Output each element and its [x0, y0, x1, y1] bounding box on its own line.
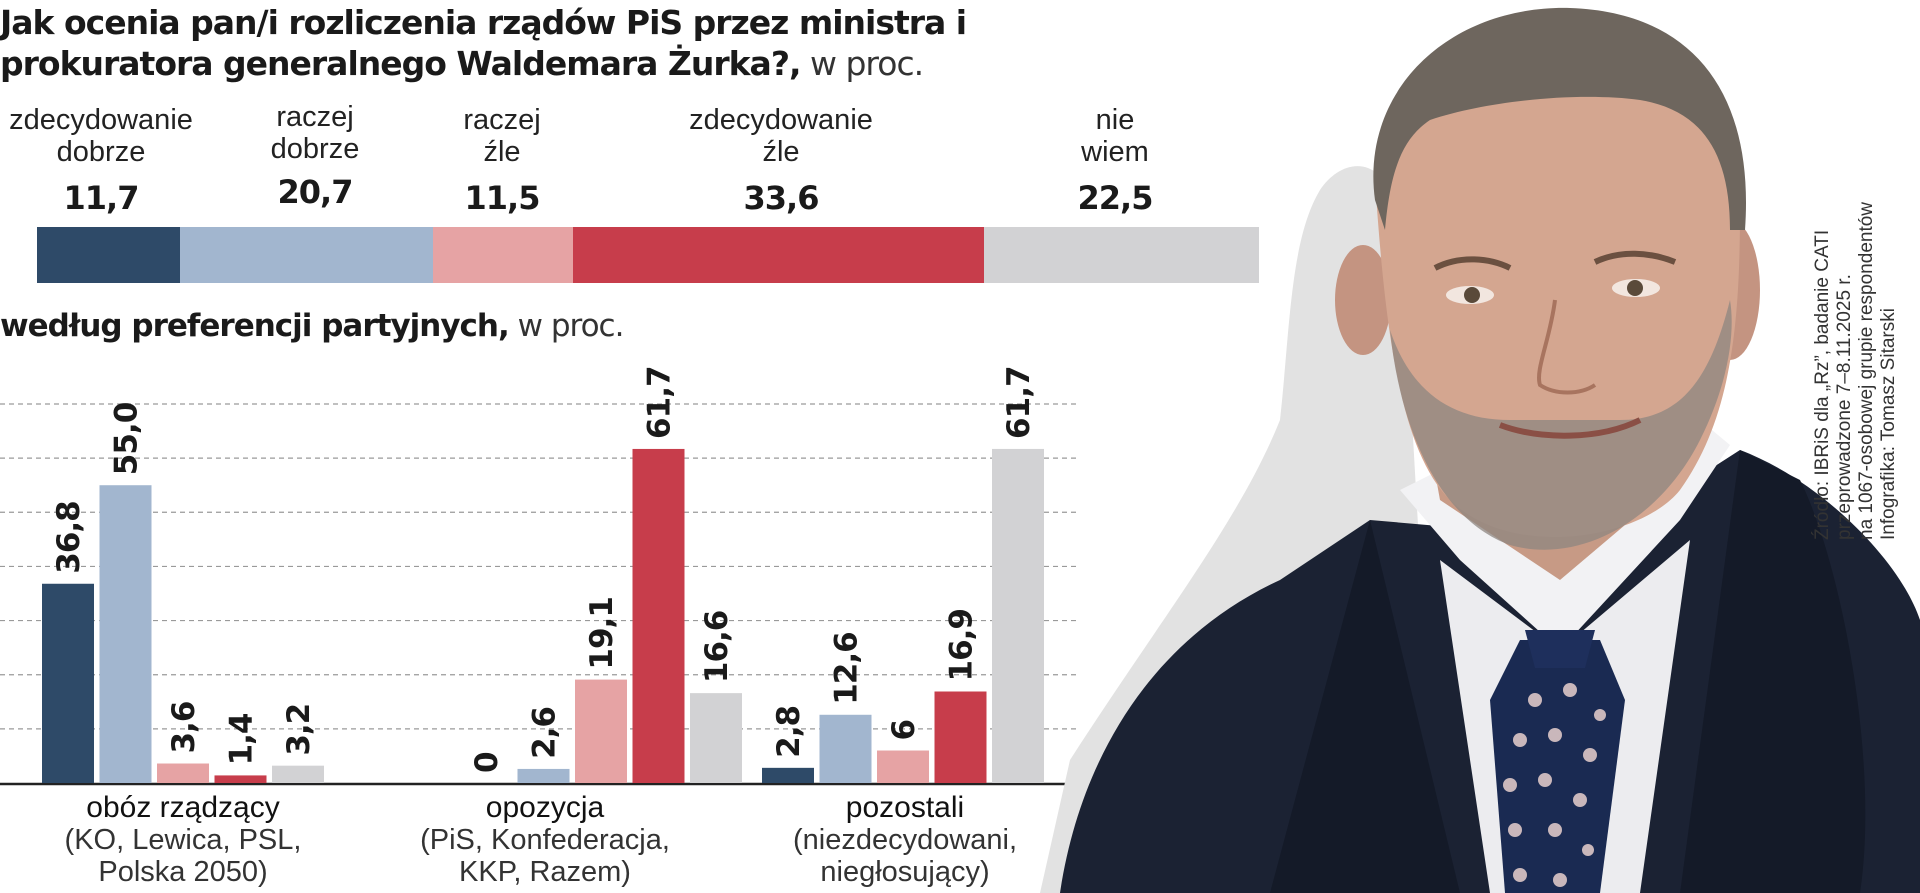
bar-label-2-1: 12,6 — [829, 632, 865, 705]
bar-label-1-2: 19,1 — [584, 597, 620, 670]
chart-title-bold: Jak ocenia pan/i rozliczenia rządów PiS … — [0, 3, 967, 83]
stacked-segment-3 — [573, 227, 985, 283]
bar-label-2-3: 16,9 — [944, 609, 980, 682]
bar-label-1-3: 61,7 — [642, 366, 678, 439]
bar-2-1 — [819, 714, 872, 783]
bar-label-1-4: 16,6 — [699, 611, 735, 684]
bar-label-0-2: 3,6 — [166, 702, 202, 754]
seg-label-nie-wiem: nie wiem — [1081, 104, 1149, 168]
bar-1-4 — [690, 693, 742, 783]
chart-title-unit: w proc. — [800, 44, 924, 83]
bar-label-0-1: 55,0 — [109, 402, 145, 475]
chart-subtitle-bold: według preferencji partyjnych, — [0, 308, 510, 344]
seg-value-zdecydowanie-zle: 33,6 — [743, 179, 820, 217]
seg-value-zdecydowanie-dobrze: 11,7 — [63, 179, 140, 217]
bar-label-0-4: 3,2 — [281, 704, 317, 756]
bar-label-2-4: 61,7 — [1001, 366, 1037, 439]
stacked-segment-1 — [179, 227, 433, 283]
bar-label-2-0: 2,8 — [771, 706, 807, 758]
stacked-segment-4 — [984, 227, 1259, 283]
stacked-segment-2 — [432, 227, 574, 283]
group-label-oboz-rzadzacy: obóz rządzący (KO, Lewica, PSL, Polska 2… — [64, 791, 302, 889]
bar-0-1 — [99, 485, 152, 783]
bar-0-3 — [214, 775, 267, 783]
stacked-segment-0 — [37, 227, 180, 283]
bar-label-2-2: 6 — [886, 720, 922, 741]
bar-2-0 — [762, 767, 814, 783]
bar-0-2 — [157, 763, 209, 783]
bar-2-4 — [992, 448, 1044, 783]
seg-label-raczej-zle: raczej źle — [463, 104, 541, 168]
group-label-opozycja: opozycja (PiS, Konfederacja, KKP, Razem) — [420, 791, 670, 889]
seg-value-raczej-dobrze: 20,7 — [277, 173, 354, 211]
bar-label-0-0: 36,8 — [51, 501, 87, 574]
bar-1-3 — [632, 448, 685, 783]
source-note: Źródło: IBRiS dla „Rz”, badanie CATI prz… — [1812, 201, 1899, 540]
seg-label-zdecydowanie-zle: zdecydowanie źle — [689, 104, 873, 168]
seg-label-zdecydowanie-dobrze: zdecydowanie dobrze — [9, 104, 193, 168]
bar-0-0 — [42, 583, 94, 783]
bar-label-1-1: 2,6 — [527, 707, 563, 759]
bar-label-1-0: 0 — [469, 752, 505, 773]
portrait-photo — [1040, 7, 1920, 893]
chart-title: Jak ocenia pan/i rozliczenia rządów PiS … — [0, 2, 1150, 84]
seg-value-raczej-zle: 11,5 — [464, 179, 541, 217]
chart-subtitle: według preferencji partyjnych, w proc. — [0, 308, 625, 344]
grouped-bar-chart: 36,8 55,0 3,6 1,4 3,2 0 2,6 19,1 61,7 16,6 2,8 12,6… — [0, 366, 1080, 786]
bar-1-1 — [517, 768, 570, 783]
bar-label-0-3: 1,4 — [224, 713, 260, 765]
bar-2-3 — [934, 691, 987, 783]
seg-value-nie-wiem: 22,5 — [1077, 179, 1154, 217]
bar-0-4 — [272, 765, 324, 783]
bar-1-2 — [575, 679, 627, 783]
bar-2-2 — [877, 750, 929, 783]
seg-label-raczej-dobrze: raczej dobrze — [270, 101, 360, 165]
chart-subtitle-unit: w proc. — [508, 308, 625, 344]
group-label-pozostali: pozostali (niezdecydowani, niegłosujący) — [792, 791, 1018, 889]
